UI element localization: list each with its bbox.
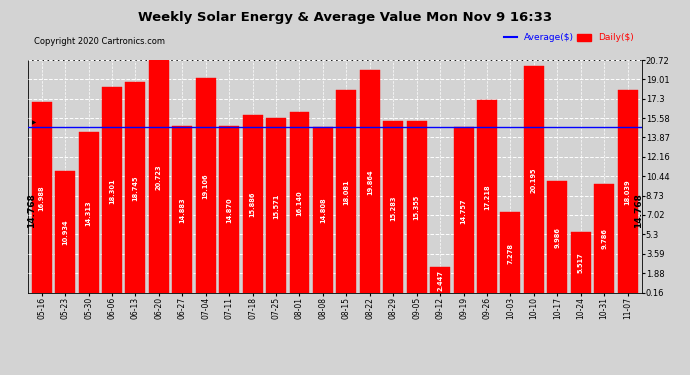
Text: ▶: ▶ [32, 121, 36, 126]
Bar [219, 126, 239, 294]
Text: 18.301: 18.301 [109, 178, 115, 204]
Bar [79, 132, 99, 294]
Text: Weekly Solar Energy & Average Value Mon Nov 9 16:33: Weekly Solar Energy & Average Value Mon … [138, 11, 552, 24]
Bar [290, 112, 309, 294]
Bar [500, 212, 520, 294]
Bar [196, 78, 216, 294]
Bar [594, 184, 614, 294]
Text: 19.864: 19.864 [367, 169, 373, 195]
Bar [524, 66, 544, 294]
Text: 14.757: 14.757 [460, 198, 466, 223]
Bar [32, 102, 52, 294]
Bar [360, 70, 380, 294]
Bar [337, 90, 356, 294]
Text: Copyright 2020 Cartronics.com: Copyright 2020 Cartronics.com [34, 37, 165, 46]
Bar [243, 115, 263, 294]
Text: 2.447: 2.447 [437, 270, 443, 291]
Text: 14.883: 14.883 [179, 197, 186, 223]
Text: 19.106: 19.106 [203, 174, 209, 199]
Text: 7.278: 7.278 [507, 243, 513, 264]
Text: 9.986: 9.986 [554, 227, 560, 248]
Text: 15.355: 15.355 [414, 195, 420, 220]
Text: 14.870: 14.870 [226, 197, 232, 223]
Bar [102, 87, 122, 294]
Bar [547, 182, 567, 294]
Legend: Average($), Daily($): Average($), Daily($) [500, 30, 637, 46]
Text: 16.988: 16.988 [39, 186, 45, 211]
Text: 20.723: 20.723 [156, 164, 162, 190]
Text: 14.768: 14.768 [27, 194, 36, 228]
Text: 17.218: 17.218 [484, 184, 490, 210]
Text: 15.886: 15.886 [250, 192, 255, 217]
Text: 9.786: 9.786 [601, 228, 607, 249]
Bar [266, 118, 286, 294]
Bar [453, 128, 473, 294]
Text: 10.934: 10.934 [62, 220, 68, 245]
Text: 18.039: 18.039 [624, 180, 631, 205]
Text: 15.283: 15.283 [391, 195, 396, 220]
Text: 14.313: 14.313 [86, 201, 92, 226]
Bar [172, 126, 193, 294]
Text: 20.195: 20.195 [531, 167, 537, 193]
Bar [477, 100, 497, 294]
Text: 14.808: 14.808 [320, 198, 326, 223]
Text: 14.768: 14.768 [633, 194, 642, 228]
Bar [383, 122, 403, 294]
Bar [55, 171, 75, 294]
Text: 18.081: 18.081 [344, 179, 349, 205]
Bar [126, 82, 146, 294]
Text: 16.140: 16.140 [297, 190, 302, 216]
Text: 5.517: 5.517 [578, 253, 584, 273]
Bar [406, 121, 426, 294]
Bar [430, 267, 450, 294]
Bar [313, 127, 333, 294]
Bar [149, 60, 169, 294]
Bar [571, 232, 591, 294]
Text: 18.745: 18.745 [132, 176, 139, 201]
Text: 15.571: 15.571 [273, 194, 279, 219]
Bar [618, 90, 638, 294]
